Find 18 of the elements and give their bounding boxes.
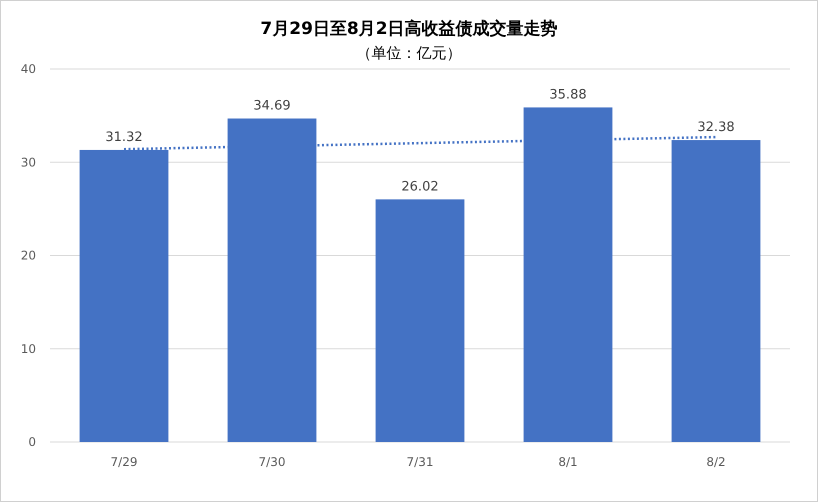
y-tick-label: 20 [20,248,36,262]
data-label: 32.38 [697,120,735,136]
x-tick-label: 7/30 [258,455,286,469]
data-label: 34.69 [253,98,291,114]
chart-title: 7月29日至8月2日高收益债成交量走势 [260,19,558,39]
x-tick-label: 8/1 [558,455,578,469]
y-tick-label: 30 [20,155,36,170]
y-tick-label: 10 [20,342,36,356]
x-tick-label: 7/31 [406,455,434,469]
bar [376,199,464,442]
x-tick-label: 8/2 [706,455,726,469]
data-label: 35.88 [549,87,587,102]
chart-subtitle: （单位：亿元） [356,44,462,62]
y-tick-label: 40 [20,62,36,76]
y-tick-label: 0 [28,435,36,449]
data-label: 31.32 [105,130,143,145]
x-tick-label: 7/29 [110,455,138,469]
data-label: 26.02 [401,179,439,194]
